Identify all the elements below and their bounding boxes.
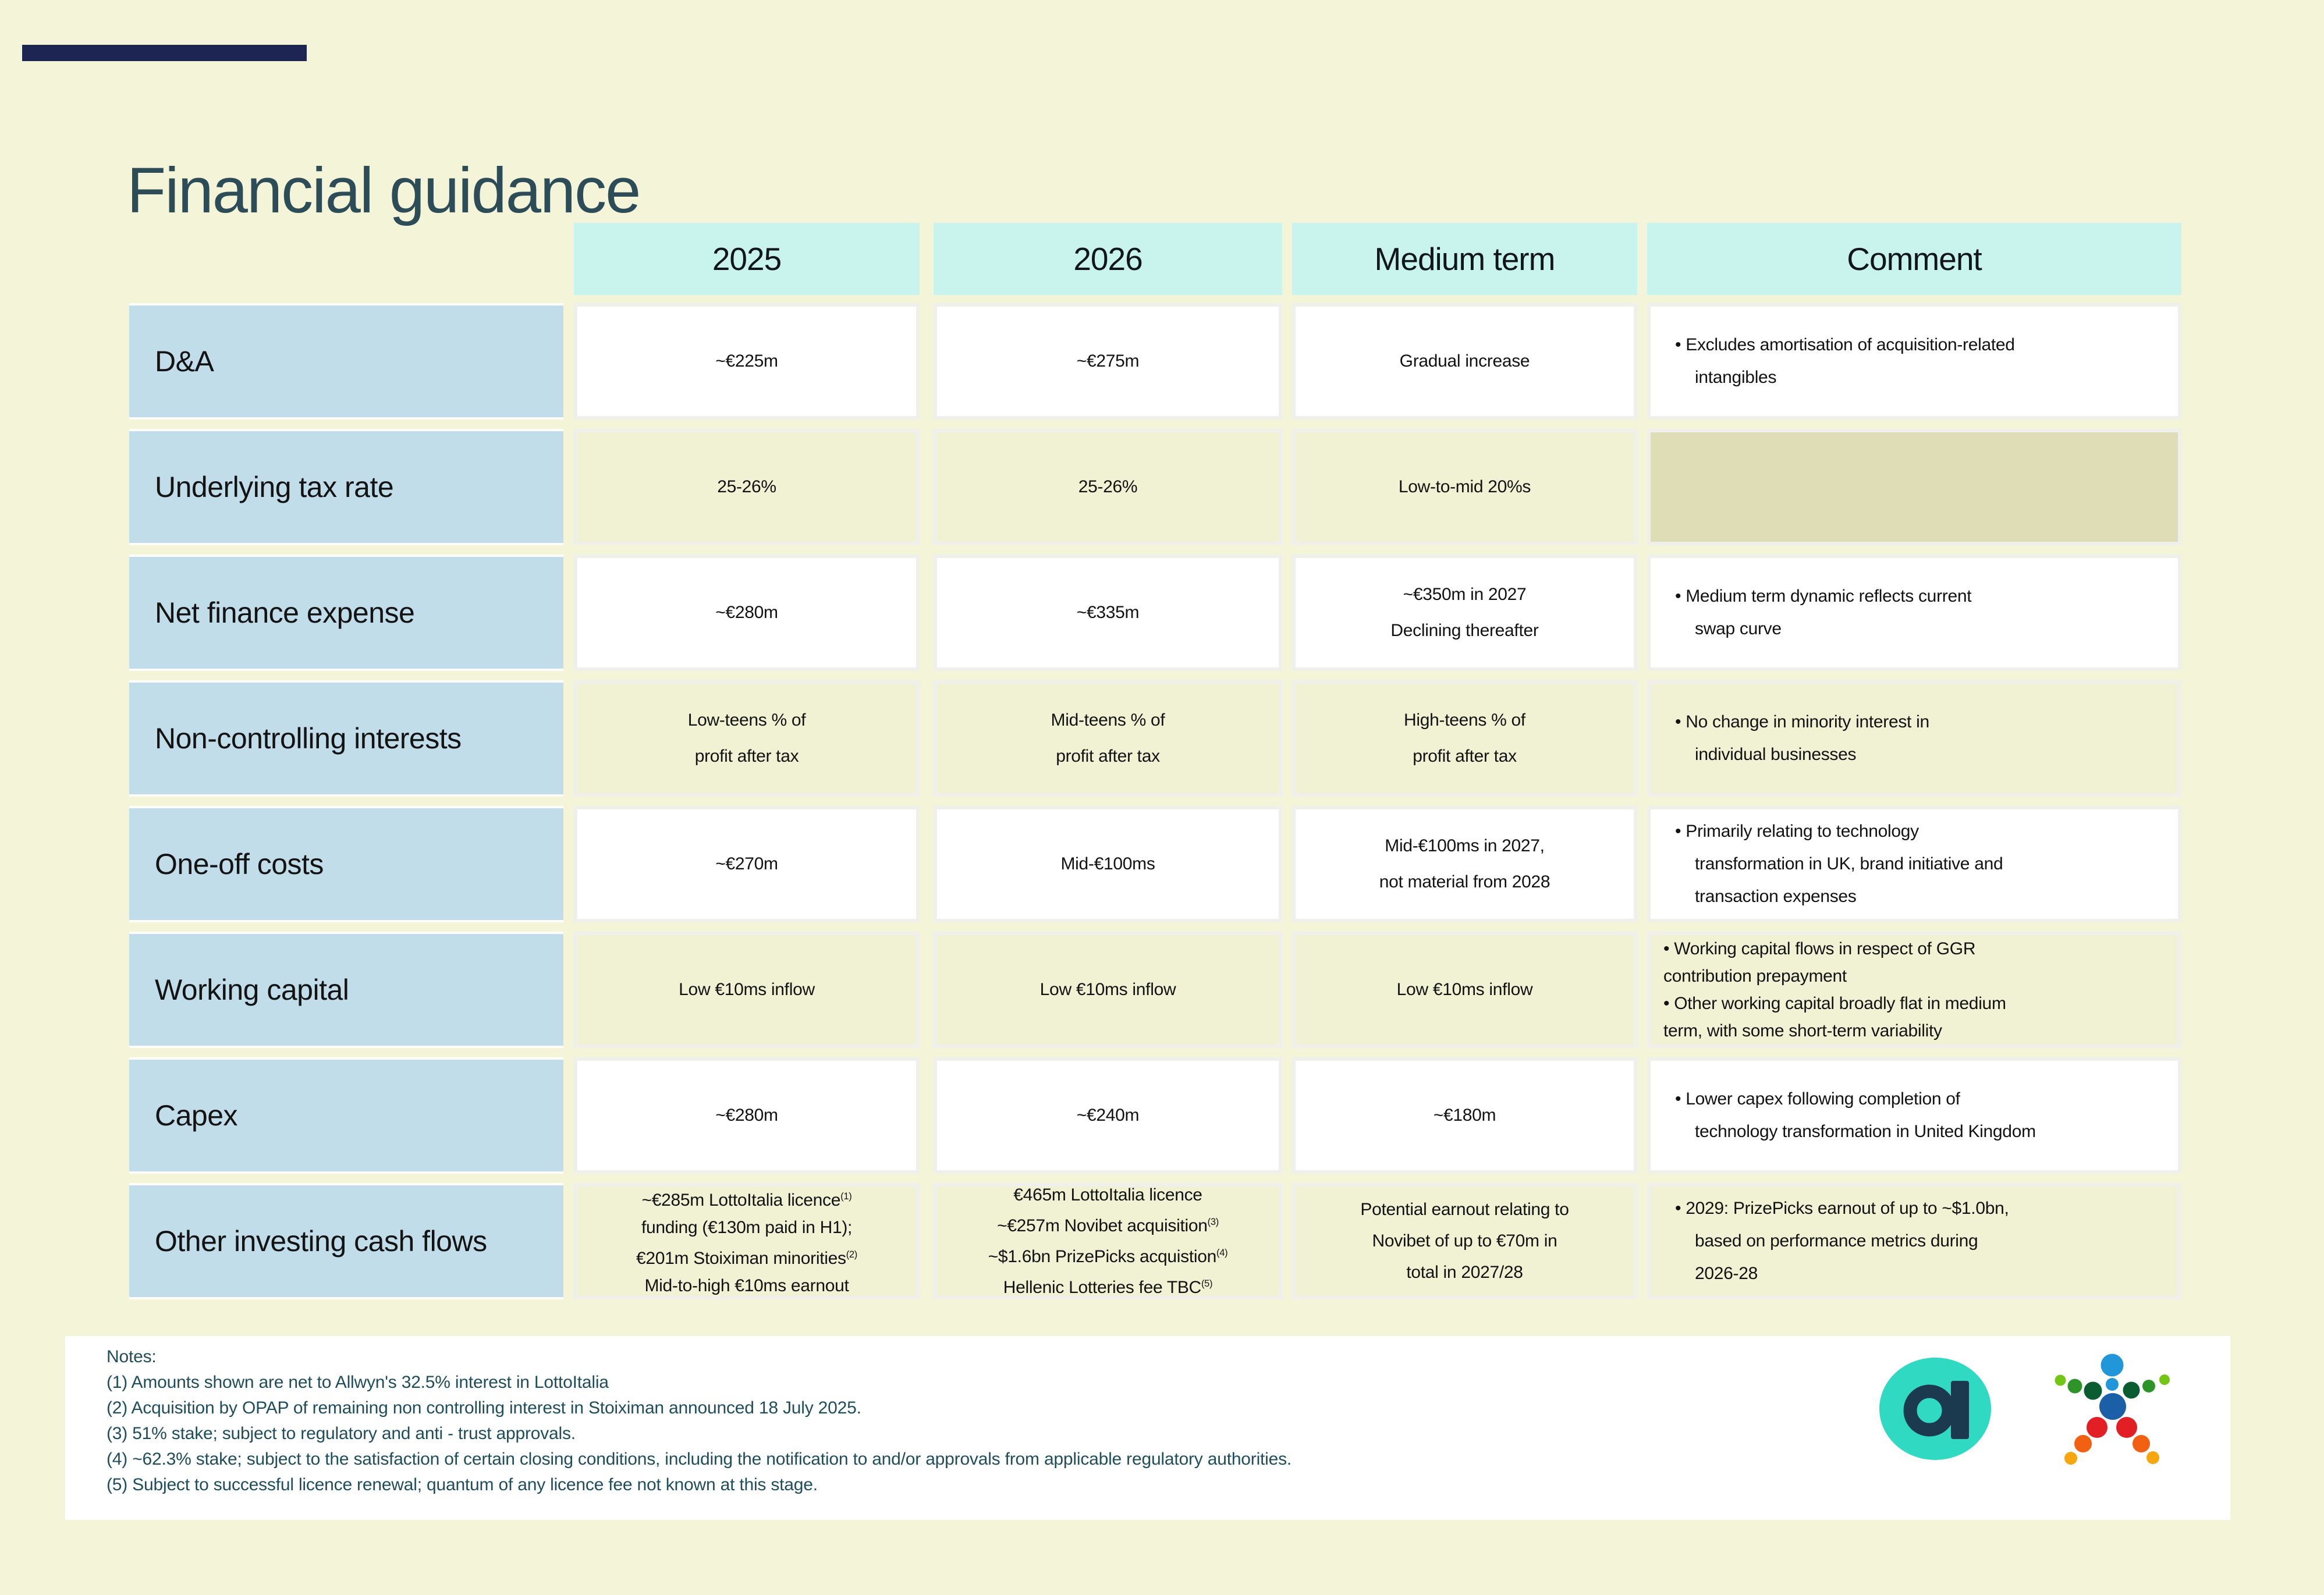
table-row: Non-controlling interests Low-teens % of p…: [0, 680, 2324, 797]
notes-content: Notes: (1) Amounts shown are net to Allw…: [107, 1344, 1291, 1498]
row-label-cell: Other investing cash flows: [129, 1183, 563, 1299]
row-label-cell: Working capital: [129, 932, 563, 1048]
value-cell-medium-term: Low-to-mid 20%s: [1292, 429, 1637, 545]
value-cell-2026: 25-26%: [934, 429, 1282, 545]
comment-cell: • Excludes amortisation of acquisition-r…: [1647, 303, 2181, 420]
value-cell-2025: ~€225m: [574, 303, 920, 420]
opap-logo-icon: [2055, 1354, 2170, 1465]
value-cell-2026: ~€240m: [934, 1057, 1282, 1174]
value-cell-2025: 25-26%: [574, 429, 920, 545]
note-item-4: (4) ~62.3% stake; subject to the satisfa…: [107, 1450, 1292, 1469]
comment-cell: • 2029: PrizePicks earnout of up to ~$1.…: [1647, 1183, 2181, 1299]
value-cell-2025: Low €10ms inflow: [574, 932, 920, 1048]
column-header-medium-term: Medium term: [1292, 223, 1637, 295]
value-cell-2026: Mid-€100ms: [934, 806, 1282, 922]
row-label-cell: Non-controlling interests: [129, 680, 563, 797]
table-row: Net finance expense ~€280m ~€335m ~€350m in…: [0, 555, 2324, 671]
value-cell-medium-term: Gradual increase: [1292, 303, 1637, 420]
value-cell-2026: Mid-teens % of profit after tax: [934, 680, 1282, 797]
row-label-cell: Net finance expense: [129, 555, 563, 671]
comment-cell: • Working capital flows in respect of GG…: [1647, 932, 2181, 1048]
comment-cell-empty: [1647, 429, 2181, 545]
value-cell-2025: Low-teens % of profit after tax: [574, 680, 920, 797]
value-cell-medium-term: High-teens % of profit after tax: [1292, 680, 1637, 797]
value-cell-2025: ~€285m LottoItalia licence(1) funding (€1…: [574, 1183, 920, 1299]
row-label-cell: Capex: [129, 1057, 563, 1174]
table-row: Underlying tax rate 25-26% 25-26% Low-to-mi…: [0, 429, 2324, 545]
comment-cell: • No change in minority interest in indiv…: [1647, 680, 2181, 797]
row-label-cell: One-off costs: [129, 806, 563, 922]
table-row: One-off costs ~€270m Mid-€100ms Mid-€100ms …: [0, 806, 2324, 922]
column-header-comment: Comment: [1647, 223, 2181, 295]
allwyn-logo-icon: [1879, 1358, 1991, 1460]
value-cell-2025: ~€280m: [574, 555, 920, 671]
column-header-2025: 2025: [574, 223, 920, 295]
note-item-5: (5) Subject to successful licence renewa…: [107, 1475, 818, 1494]
row-label-cell: D&A: [129, 303, 563, 420]
note-item-1: (1) Amounts shown are net to Allwyn's 32…: [107, 1373, 609, 1392]
value-cell-medium-term: ~€350m in 2027 Declining thereafter: [1292, 555, 1637, 671]
page-title: Financial guidance: [127, 154, 641, 226]
table-row: Other investing cash flows ~€285m LottoIt…: [0, 1183, 2324, 1299]
value-cell-2026: Low €10ms inflow: [934, 932, 1282, 1048]
value-cell-2026: ~€275m: [934, 303, 1282, 420]
note-item-2: (2) Acquisition by OPAP of remaining non…: [107, 1398, 861, 1418]
notes-panel: Notes: (1) Amounts shown are net to Allw…: [65, 1336, 2230, 1520]
comment-cell: • Primarily relating to technology transf…: [1647, 806, 2181, 922]
top-accent-bar: [22, 45, 307, 61]
value-cell-2026: ~€335m: [934, 555, 1282, 671]
note-item-3: (3) 51% stake; subject to regulatory and…: [107, 1424, 576, 1443]
value-cell-medium-term: ~€180m: [1292, 1057, 1637, 1174]
comment-cell: • Lower capex following completion of tec…: [1647, 1057, 2181, 1174]
notes-title: Notes:: [107, 1347, 157, 1366]
table-row: Working capital Low €10ms inflow Low €10ms…: [0, 932, 2324, 1048]
value-cell-2026: €465m LottoItalia licence ~€257m Novibet …: [934, 1183, 1282, 1299]
row-label-cell: Underlying tax rate: [129, 429, 563, 545]
value-cell-medium-term: Low €10ms inflow: [1292, 932, 1637, 1048]
table-row: D&A ~€225m ~€275m Gradual increase • Exclude…: [0, 303, 2324, 420]
comment-cell: • Medium term dynamic reflects current sw…: [1647, 555, 2181, 671]
value-cell-2025: ~€270m: [574, 806, 920, 922]
column-header-2026: 2026: [934, 223, 1282, 295]
value-cell-medium-term: Mid-€100ms in 2027, not material from 202…: [1292, 806, 1637, 922]
value-cell-medium-term: Potential earnout relating to Novibet of …: [1292, 1183, 1637, 1299]
table-row: Capex ~€280m ~€240m ~€180m • Lower capex fol…: [0, 1057, 2324, 1174]
value-cell-2025: ~€280m: [574, 1057, 920, 1174]
